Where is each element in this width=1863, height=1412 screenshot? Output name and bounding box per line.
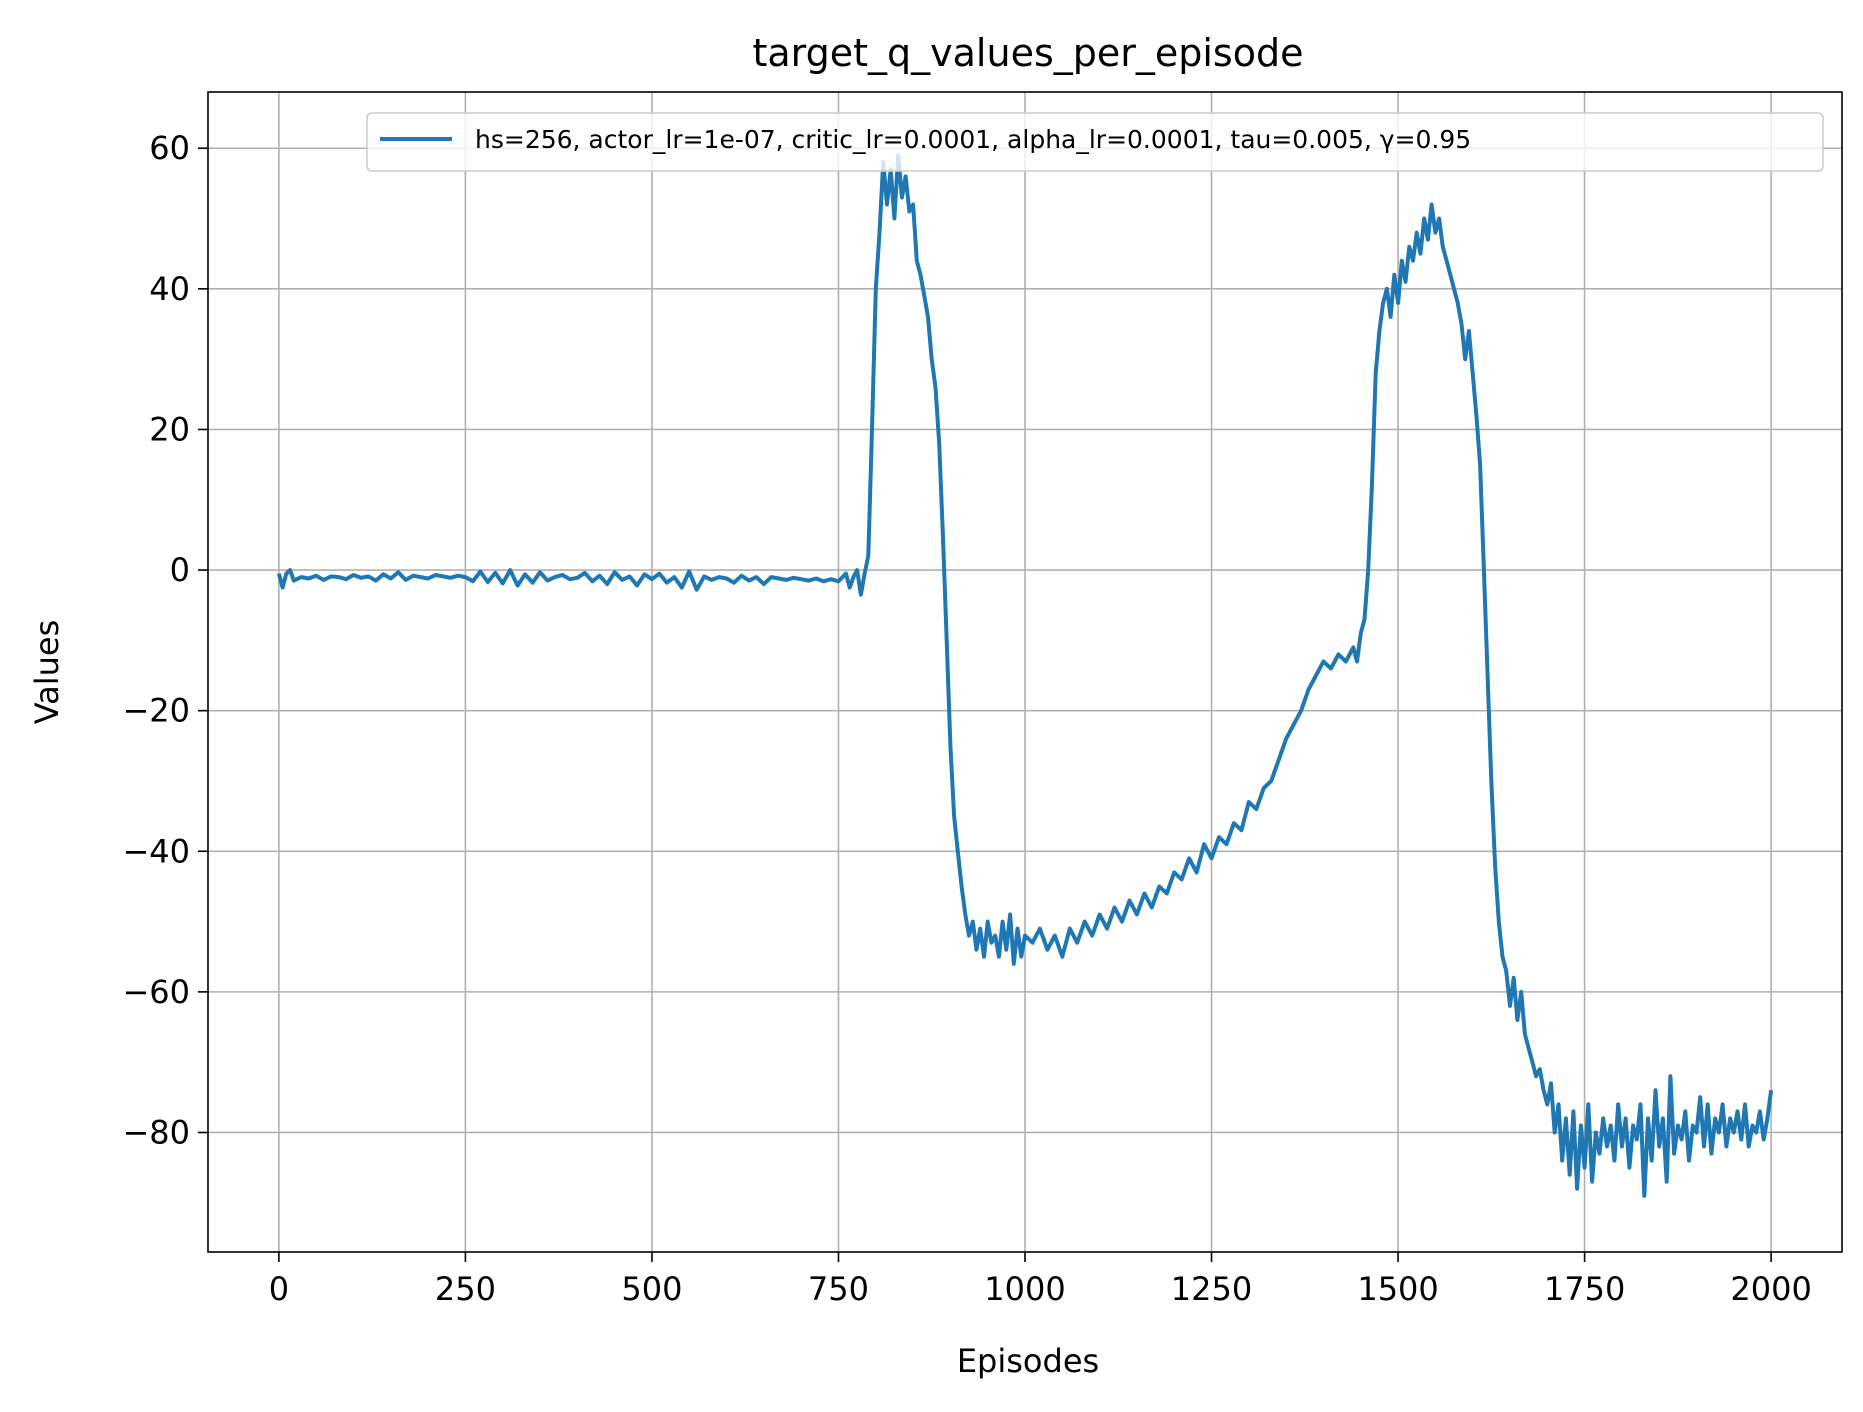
x-tick-label: 500 xyxy=(621,1270,682,1308)
y-tick-label: −60 xyxy=(122,973,190,1011)
tick-layer: 0 250 500 750 1000 1250 1500 1750 2000 60 40 20 0 −20… xyxy=(122,129,1811,1308)
series-line xyxy=(276,153,1774,1198)
y-tick-label: −20 xyxy=(122,692,190,730)
y-tick-label: 20 xyxy=(149,410,190,448)
legend-label: hs=256, actor_lr=1e-07, critic_lr=0.0001… xyxy=(475,125,1471,154)
x-tick-label: 1000 xyxy=(984,1270,1065,1308)
y-tick-label: 40 xyxy=(149,270,190,308)
series-layer xyxy=(276,153,1774,1198)
chart-title: target_q_values_per_episode xyxy=(753,31,1304,75)
x-tick-label: 0 xyxy=(269,1270,289,1308)
y-tick-label: −40 xyxy=(122,832,190,870)
x-tick-label: 1750 xyxy=(1544,1270,1625,1308)
x-tick-label: 1500 xyxy=(1357,1270,1438,1308)
y-axis-label: Values xyxy=(28,620,66,725)
y-tick-label: 60 xyxy=(149,129,190,167)
x-tick-label: 1250 xyxy=(1171,1270,1252,1308)
x-tick-label: 750 xyxy=(808,1270,869,1308)
x-tick-label: 2000 xyxy=(1730,1270,1811,1308)
y-tick-label: −80 xyxy=(122,1113,190,1151)
legend-box xyxy=(366,112,1824,172)
x-axis-label: Episodes xyxy=(957,1342,1099,1380)
y-tick-label: 0 xyxy=(170,551,190,589)
x-tick-label: 250 xyxy=(435,1270,496,1308)
legend: hs=256, actor_lr=1e-07, critic_lr=0.0001… xyxy=(366,112,1824,172)
